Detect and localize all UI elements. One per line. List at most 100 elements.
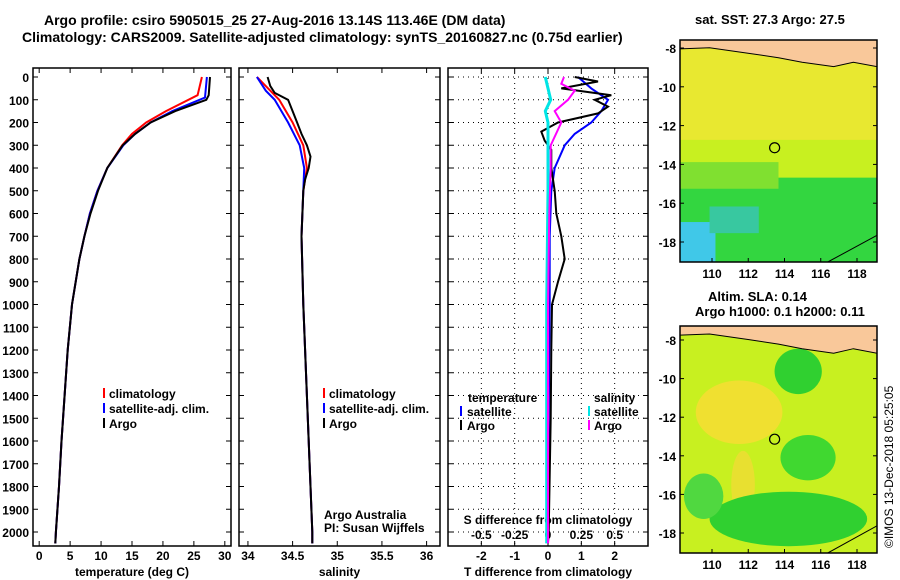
map-field bbox=[680, 326, 877, 553]
lat-tick-label: -10 bbox=[659, 81, 677, 95]
sst-map: -8 -10 -12 -14 -16 -18 110 112 114 116 118 bbox=[659, 39, 878, 281]
x2-tick-label: -0.5 bbox=[471, 528, 492, 542]
map1-title: sat. SST: 27.3 Argo: 27.5 bbox=[695, 12, 845, 27]
copyright: ©IMOS 13-Dec-2018 05:25:05 bbox=[882, 385, 896, 548]
depth-tick-label: 400 bbox=[9, 162, 29, 176]
x-tick-label: 34 bbox=[241, 549, 255, 563]
depth-tick-label: 0 bbox=[22, 71, 29, 85]
x-tick-label: 35 bbox=[331, 549, 345, 563]
lon-tick-label: 116 bbox=[811, 267, 831, 281]
x-tick-label: 2 bbox=[611, 549, 618, 563]
high-sla-patch bbox=[695, 380, 783, 445]
lat-tick-label: -12 bbox=[659, 120, 677, 134]
low-sla-patch bbox=[780, 434, 836, 481]
x-axis-label: temperature (deg C) bbox=[75, 565, 189, 579]
coastline bbox=[827, 234, 877, 262]
depth-tick-label: 1800 bbox=[2, 481, 29, 495]
depth-tick-label: 300 bbox=[9, 139, 29, 153]
series-line-salinity-argo bbox=[547, 76, 577, 544]
x-axis-label: salinity bbox=[319, 565, 361, 579]
low-sla-patch bbox=[774, 348, 822, 395]
lat-tick-label: -8 bbox=[665, 334, 676, 348]
depth-tick-label: 100 bbox=[9, 94, 29, 108]
depth-tick-label: 1900 bbox=[2, 503, 29, 517]
x-tick-label: 30 bbox=[218, 549, 232, 563]
series-line-salinity-satellite bbox=[543, 76, 553, 544]
x2-tick-label: 0.5 bbox=[606, 528, 623, 542]
lon-tick-label: 114 bbox=[775, 267, 795, 281]
map2-title-2: Argo h1000: 0.1 h2000: 0.11 bbox=[695, 304, 865, 319]
argo-float-marker bbox=[769, 433, 781, 445]
legend-label: climatology bbox=[329, 387, 396, 401]
depth-tick-label: 1300 bbox=[2, 367, 29, 381]
x2-tick-label: -0.25 bbox=[501, 528, 529, 542]
lat-tick-label: -18 bbox=[659, 527, 677, 541]
legend-title-temperature: temperature bbox=[468, 391, 538, 405]
depth-tick-label: 1400 bbox=[2, 390, 29, 404]
x-axis-label: T difference from climatology bbox=[464, 565, 632, 579]
legend-label: satellite-adj. clim. bbox=[329, 402, 429, 416]
depth-tick-label: 700 bbox=[9, 230, 29, 244]
lat-tick-label: -14 bbox=[659, 450, 677, 464]
title-line-1: Argo profile: csiro 5905015_25 27-Aug-20… bbox=[44, 12, 506, 28]
map-frame bbox=[679, 39, 878, 263]
depth-tick-label: 1200 bbox=[2, 344, 29, 358]
mid-band bbox=[680, 162, 779, 189]
legend-label: satellite-adj. clim. bbox=[109, 402, 209, 416]
depth-tick-label: 200 bbox=[9, 117, 29, 131]
title-line-2: Climatology: CARS2009. Satellite-adjuste… bbox=[22, 29, 623, 45]
series-line-argo bbox=[54, 76, 211, 544]
x-tick-label: 25 bbox=[187, 549, 201, 563]
x-tick-label: 15 bbox=[125, 549, 139, 563]
legend-label: Argo bbox=[467, 419, 495, 433]
x-tick-label: 34.5 bbox=[281, 549, 305, 563]
series-line-temperature-argo bbox=[540, 76, 612, 544]
x-tick-label: 36 bbox=[420, 549, 434, 563]
legend-label: Argo bbox=[329, 417, 357, 431]
map-frame bbox=[679, 325, 878, 554]
legend-title-salinity: salinity bbox=[594, 391, 636, 405]
lon-tick-label: 112 bbox=[739, 267, 759, 281]
cold-patch bbox=[709, 206, 759, 234]
x-tick-label: 0 bbox=[545, 549, 552, 563]
depth-tick-label: 1000 bbox=[2, 299, 29, 313]
x-tick-label: -2 bbox=[476, 549, 487, 563]
coastline bbox=[827, 525, 877, 553]
plot-frame-1 bbox=[32, 67, 232, 547]
low-sla-patch bbox=[683, 473, 724, 519]
x2-tick-label: 0.25 bbox=[570, 528, 594, 542]
argo-float-marker bbox=[769, 142, 781, 154]
map-field bbox=[680, 40, 877, 262]
lon-tick-label: 118 bbox=[847, 267, 867, 281]
x-tick-label: -1 bbox=[509, 549, 520, 563]
depth-tick-label: 2000 bbox=[2, 526, 29, 540]
x-tick-label: 35.5 bbox=[370, 549, 394, 563]
map2-title-1: Altim. SLA: 0.14 bbox=[708, 289, 807, 304]
land-java-bali bbox=[680, 40, 877, 68]
plot-frame-2 bbox=[238, 67, 441, 547]
lon-tick-label: 118 bbox=[847, 558, 867, 572]
annotation-line-2: PI: Susan Wijffels bbox=[324, 521, 425, 535]
sla-map: -8 -10 -12 -14 -16 -18 110 112 114 116 118 bbox=[659, 325, 878, 572]
legend-label: Argo bbox=[594, 419, 622, 433]
lat-tick-label: -14 bbox=[659, 158, 677, 172]
x-tick-label: 20 bbox=[156, 549, 170, 563]
depth-tick-label: 1500 bbox=[2, 412, 29, 426]
series-line-climatology bbox=[54, 76, 203, 544]
series-line-argo bbox=[266, 76, 314, 544]
x-tick-label: 0 bbox=[36, 549, 43, 563]
lon-tick-label: 112 bbox=[739, 558, 759, 572]
depth-tick-label: 900 bbox=[9, 276, 29, 290]
series-line-satellite-adj-clim- bbox=[54, 76, 208, 544]
x-tick-label: 10 bbox=[94, 549, 108, 563]
lon-tick-label: 116 bbox=[811, 558, 831, 572]
depth-tick-label: 800 bbox=[9, 253, 29, 267]
lat-tick-label: -18 bbox=[659, 236, 677, 250]
depth-tick-label: 1700 bbox=[2, 458, 29, 472]
lon-tick-label: 114 bbox=[775, 558, 795, 572]
lat-tick-label: -12 bbox=[659, 411, 677, 425]
lat-tick-label: -16 bbox=[659, 197, 677, 211]
land-java-bali bbox=[680, 326, 877, 354]
legend-label: satellite bbox=[594, 405, 639, 419]
